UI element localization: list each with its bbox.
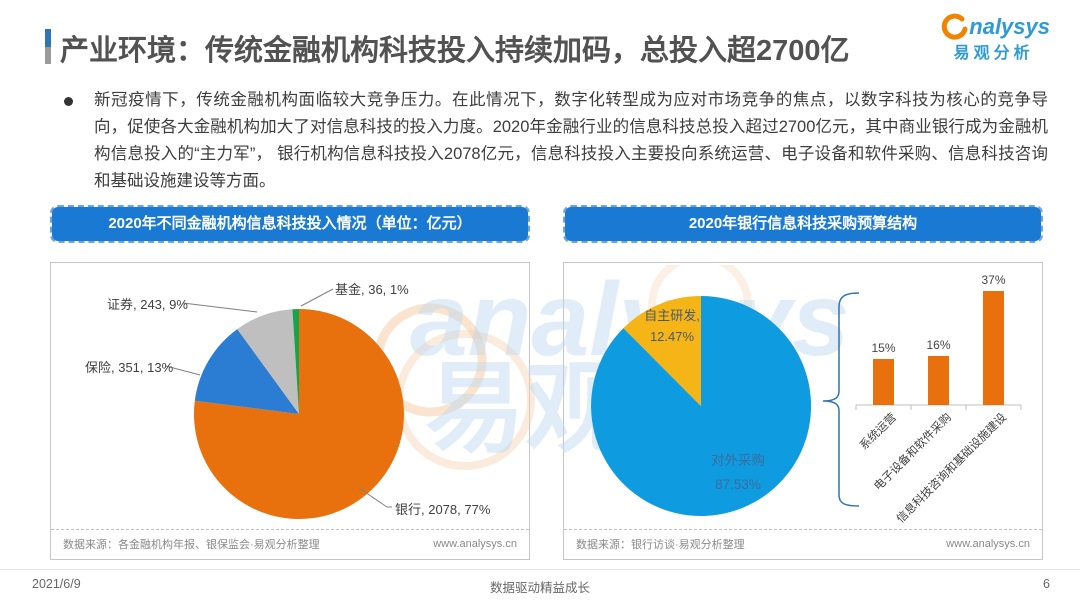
pie-label-fund: 基金, 36, 1% xyxy=(335,282,409,297)
bar-value-label: 37% xyxy=(981,273,1006,287)
pie-slice-保险 xyxy=(194,329,299,414)
pie-label-external-procurement: 对外采购 87.53% xyxy=(711,453,765,492)
pie-label-insurance: 保险, 351, 13% xyxy=(85,360,174,375)
pie-label-securities: 证券, 243, 9% xyxy=(107,297,188,312)
footer-slogan: 数据驱动精益成长 xyxy=(489,581,590,595)
pie-label-self-developed: 自主研发, 12.47% xyxy=(644,308,700,344)
left-pie-chart: 证券, 243, 9% 基金, 36, 1% 保险, 351, 13% 银行, … xyxy=(51,263,529,529)
right-chart-area: 自主研发, 12.47% 对外采购 87.53% 15% 系统运营 16% 电子设备和… xyxy=(564,263,1042,529)
page-title: 产业环境：传统金融机构科技投入持续加码，总投入超2700亿 xyxy=(60,35,850,67)
brace-and-axis xyxy=(822,292,1022,507)
right-chart-panel: 自主研发, 12.47% 对外采购 87.53% 15% 系统运营 16% 电子设备和… xyxy=(563,262,1043,560)
pie-right-svg xyxy=(591,295,812,516)
logo-brand-text: nalysys xyxy=(969,14,1050,39)
left-data-source: 数据来源：各金融机构年报、银保监会·易观分析整理 xyxy=(63,538,320,551)
left-panel-footer: 数据来源：各金融机构年报、银保监会·易观分析整理 www.analysys.cn xyxy=(51,529,529,557)
title-accent-bar xyxy=(45,29,51,64)
bar-系统运营 xyxy=(873,359,894,405)
analysys-logo-a-icon xyxy=(937,10,969,44)
pie-slice-银行 xyxy=(193,309,404,519)
pie-slice-证券 xyxy=(237,309,299,414)
bar-信息科技咨询和基础设施建设 xyxy=(983,291,1004,405)
left-website: www.analysys.cn xyxy=(433,537,517,550)
left-chart-title: 2020年不同金融机构信息科技投入情况（单位：亿元） xyxy=(50,205,530,243)
bar-value-label: 15% xyxy=(871,341,896,355)
right-chart-title: 2020年银行信息科技采购预算结构 xyxy=(563,205,1043,243)
logo-chinese-name: 易观分析 xyxy=(953,45,1034,62)
pie-slice-基金 xyxy=(292,308,299,414)
summary-paragraph: 新冠疫情下，传统金融机构面临较大竞争压力。在此情况下，数字化转型成为应对市场竞争… xyxy=(94,91,1048,190)
right-website: www.analysys.cn xyxy=(946,537,1030,550)
left-chart-panel: 证券, 243, 9% 基金, 36, 1% 保险, 351, 13% 银行, … xyxy=(50,262,530,560)
bar-value-label: 16% xyxy=(926,338,951,352)
right-panel-footer: 数据来源：银行访谈·易观分析整理 www.analysys.cn xyxy=(564,529,1042,557)
analysys-logo: nalysys 易观分析 xyxy=(937,10,1050,62)
bar-电子设备和软件采购 xyxy=(928,356,949,405)
right-data-source: 数据来源：银行访谈·易观分析整理 xyxy=(576,538,745,551)
bullet-icon xyxy=(64,97,73,106)
footer-date: 2021/6/9 xyxy=(32,577,81,591)
pie-label-bank: 银行, 2078, 77% xyxy=(395,502,491,517)
footer-divider xyxy=(0,569,1080,570)
footer-page-number: 6 xyxy=(1043,577,1050,591)
